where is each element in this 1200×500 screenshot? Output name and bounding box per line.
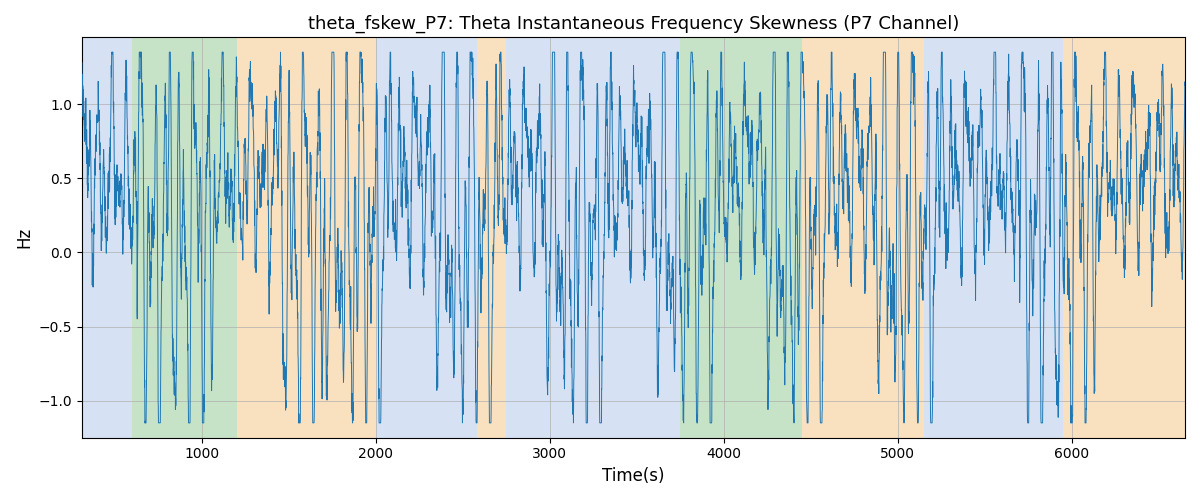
Y-axis label: Hz: Hz [14,227,32,248]
Bar [236,38,376,438]
Bar [476,38,506,438]
Bar [924,38,1063,438]
Bar [82,38,132,438]
X-axis label: Time(s): Time(s) [602,467,665,485]
Bar [506,38,680,438]
Bar [803,38,924,438]
Bar [1063,38,1186,438]
Title: theta_fskew_P7: Theta Instantaneous Frequency Skewness (P7 Channel): theta_fskew_P7: Theta Instantaneous Freq… [307,15,959,34]
Bar [376,38,476,438]
Bar [680,38,803,438]
Bar [132,38,236,438]
